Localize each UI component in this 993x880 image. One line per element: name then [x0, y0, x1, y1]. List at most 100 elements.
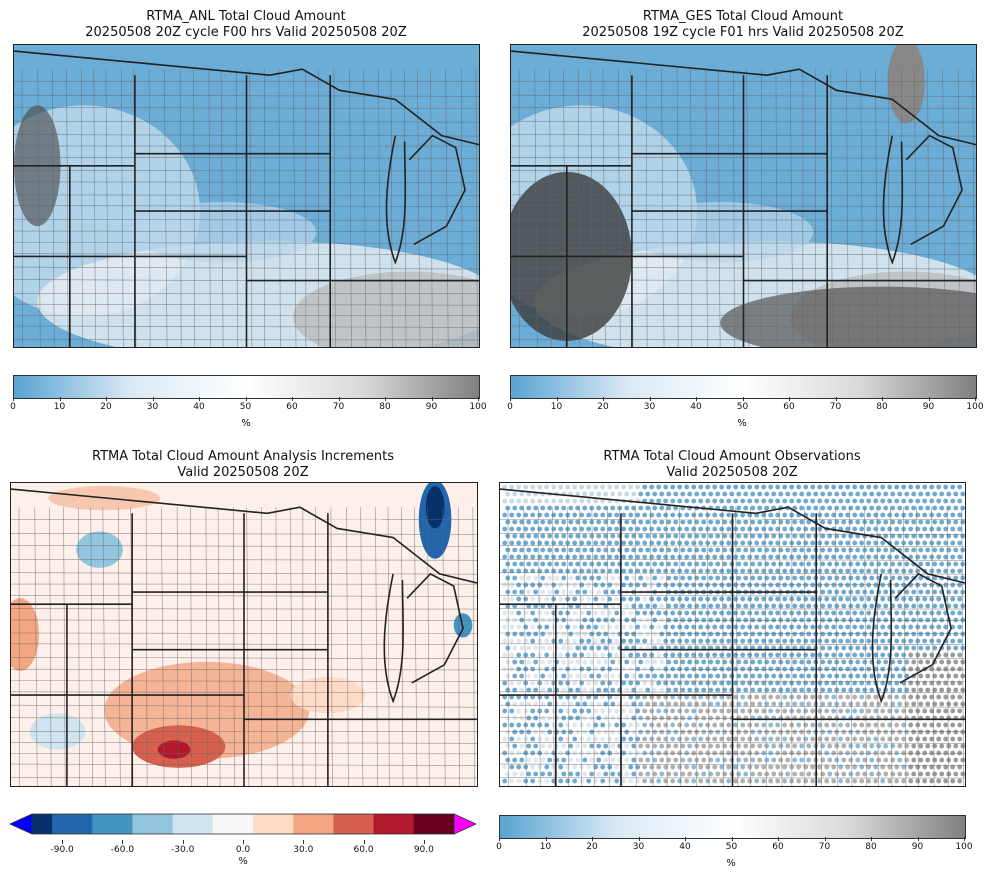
observation-dot	[712, 778, 718, 784]
observation-dot	[817, 694, 823, 700]
observation-dot	[537, 526, 543, 532]
observation-dot	[523, 526, 529, 532]
observation-dot	[512, 757, 518, 763]
county-line	[289, 507, 294, 786]
observation-dot	[582, 659, 588, 665]
observation-dot	[547, 589, 553, 595]
observation-dot	[715, 617, 721, 623]
observation-dot	[838, 498, 844, 504]
observation-dot	[838, 680, 844, 686]
observation-dot	[845, 666, 851, 672]
observation-dot	[824, 764, 830, 770]
observation-dot	[551, 610, 557, 616]
observation-dot	[929, 638, 935, 644]
observation-dot	[631, 687, 637, 693]
observation-dot	[715, 701, 721, 707]
observation-dot	[768, 680, 774, 686]
observation-dot	[764, 533, 770, 539]
observation-dot	[897, 603, 903, 609]
observation-dot	[687, 533, 693, 539]
observation-dot	[743, 687, 749, 693]
observation-dot	[901, 652, 907, 658]
observation-dot	[855, 603, 861, 609]
observation-dot	[747, 764, 753, 770]
observation-dot	[869, 729, 875, 735]
observation-dot	[680, 603, 686, 609]
observation-dot	[526, 491, 532, 497]
observation-dot	[778, 743, 784, 749]
county-line	[849, 507, 853, 786]
observation-dot	[838, 736, 844, 742]
observation-dot	[628, 680, 634, 686]
observation-dot	[918, 561, 924, 567]
observation-dot	[670, 554, 676, 560]
observation-dot	[600, 708, 606, 714]
observation-dot	[614, 778, 620, 784]
observation-dot	[537, 582, 543, 588]
observation-dot	[876, 603, 882, 609]
observation-dot	[915, 778, 921, 784]
observation-dot	[957, 484, 963, 490]
observation-dot	[582, 561, 588, 567]
observation-dot	[509, 526, 515, 532]
observation-dot	[810, 750, 816, 756]
observation-dot	[743, 771, 749, 777]
observation-dot	[862, 659, 868, 665]
observation-dot	[869, 547, 875, 553]
observation-dot	[859, 694, 865, 700]
observation-dot	[904, 547, 910, 553]
observation-dot	[722, 533, 728, 539]
observation-dot	[649, 750, 655, 756]
colorbar-increments	[9, 813, 477, 835]
observation-dot	[901, 708, 907, 714]
observation-dot	[792, 505, 798, 511]
observation-dot	[722, 561, 728, 567]
observation-dot	[551, 498, 557, 504]
observation-dot	[610, 743, 616, 749]
observation-dot	[519, 771, 525, 777]
colorbar-tick-mark	[338, 397, 340, 401]
observation-dot	[593, 498, 599, 504]
observation-dot	[659, 491, 665, 497]
observation-dot	[708, 603, 714, 609]
observation-dot	[635, 736, 641, 742]
observation-dot	[635, 512, 641, 518]
observation-dot	[656, 666, 662, 672]
observation-dot	[810, 568, 816, 574]
observation-dot	[883, 729, 889, 735]
observation-dot	[792, 519, 798, 525]
observation-dot	[953, 631, 959, 637]
observation-dot	[852, 750, 858, 756]
county-line	[63, 507, 66, 786]
observation-dot	[596, 687, 602, 693]
colorbar-tick-label: 90	[911, 842, 924, 852]
observation-dot	[666, 687, 672, 693]
observation-dot	[817, 652, 823, 658]
colorbar-tick-label: 50	[736, 402, 749, 412]
observation-dot	[936, 596, 942, 602]
observation-dot	[509, 778, 515, 784]
observation-dot	[656, 512, 662, 518]
observation-dot	[946, 701, 952, 707]
observation-dot	[873, 736, 879, 742]
observation-dot	[852, 526, 858, 532]
observation-dot	[715, 631, 721, 637]
observation-dot	[659, 603, 665, 609]
observation-dot	[726, 652, 732, 658]
observation-dot	[558, 680, 564, 686]
observation-dot	[610, 701, 616, 707]
colorbar-tick-label: 20	[597, 402, 609, 412]
observation-dot	[575, 575, 581, 581]
observation-dot	[558, 736, 564, 742]
observation-dot	[932, 561, 938, 567]
observation-dot	[768, 554, 774, 560]
observation-dot	[628, 722, 634, 728]
observation-dot	[523, 540, 529, 546]
observation-dot	[733, 778, 739, 784]
observation-dot	[544, 610, 550, 616]
observation-dot	[950, 736, 956, 742]
observation-dot	[873, 652, 879, 658]
observation-dot	[614, 540, 620, 546]
observation-dot	[516, 722, 522, 728]
observation-dot	[866, 694, 872, 700]
